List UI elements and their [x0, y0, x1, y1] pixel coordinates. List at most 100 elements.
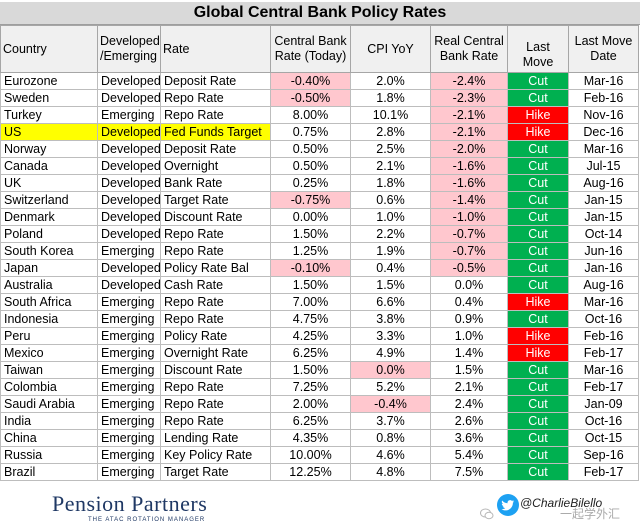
table-row: Switzerland Developed Target Rate -0.75% 0.6… — [0, 191, 639, 209]
cell-last-move-date: Feb-17 — [568, 463, 639, 481]
cell-cpi-yoy: 1.8% — [350, 174, 431, 192]
cell-rate-name: Repo Rate — [160, 293, 271, 311]
cell-last-move-date: Sep-16 — [568, 446, 639, 464]
cell-cpi-yoy: 1.0% — [350, 208, 431, 226]
cell-cpi-yoy: 0.6% — [350, 191, 431, 209]
cell-last-move: Cut — [507, 446, 569, 464]
cell-country: Taiwan — [0, 361, 98, 379]
cell-cpi-yoy: 4.9% — [350, 344, 431, 362]
cell-cpi-yoy: 1.5% — [350, 276, 431, 294]
cell-rate-name: Repo Rate — [160, 378, 271, 396]
header-cpi-yoy: CPI YoY — [350, 25, 431, 73]
cell-developed-emerging: Developed — [97, 140, 161, 158]
table-row: Turkey Emerging Repo Rate 8.00% 10.1% -2.1% Hi… — [0, 106, 639, 124]
cell-country: Sweden — [0, 89, 98, 107]
cell-central-bank-rate: 1.50% — [270, 361, 351, 379]
footer: Pension Partners THE ATAC ROTATION MANAG… — [0, 488, 640, 525]
table-row: South Korea Emerging Repo Rate 1.25% 1.9% -0.… — [0, 242, 639, 260]
cell-real-rate: -0.7% — [430, 225, 508, 243]
cell-central-bank-rate: 0.00% — [270, 208, 351, 226]
cell-rate-name: Discount Rate — [160, 208, 271, 226]
cell-last-move: Cut — [507, 174, 569, 192]
cell-last-move: Hike — [507, 123, 569, 141]
cell-real-rate: -1.0% — [430, 208, 508, 226]
cell-central-bank-rate: 8.00% — [270, 106, 351, 124]
cell-real-rate: -1.6% — [430, 174, 508, 192]
cell-cpi-yoy: 1.8% — [350, 89, 431, 107]
cell-central-bank-rate: 6.25% — [270, 344, 351, 362]
cell-cpi-yoy: 0.4% — [350, 259, 431, 277]
cell-real-rate: 1.4% — [430, 344, 508, 362]
cell-central-bank-rate: 4.25% — [270, 327, 351, 345]
cell-central-bank-rate: 7.00% — [270, 293, 351, 311]
cell-last-move-date: Jan-15 — [568, 208, 639, 226]
cell-last-move-date: Jan-15 — [568, 191, 639, 209]
cell-last-move-date: Oct-16 — [568, 412, 639, 430]
cell-developed-emerging: Developed — [97, 208, 161, 226]
watermark-text: 一起学外汇 — [560, 507, 621, 521]
cell-last-move: Cut — [507, 463, 569, 481]
cell-last-move-date: Aug-16 — [568, 174, 639, 192]
cell-real-rate: -2.1% — [430, 123, 508, 141]
table-row: Taiwan Emerging Discount Rate 1.50% 0.0% 1.5%… — [0, 361, 639, 379]
cell-central-bank-rate: 6.25% — [270, 412, 351, 430]
cell-real-rate: -2.0% — [430, 140, 508, 158]
policy-rates-table: Country Developed/Emerging Rate Central … — [0, 25, 639, 481]
cell-central-bank-rate: 2.00% — [270, 395, 351, 413]
table-row: Saudi Arabia Emerging Repo Rate 2.00% -0.4% 2… — [0, 395, 639, 413]
cell-central-bank-rate: 0.50% — [270, 157, 351, 175]
cell-country: Eurozone — [0, 72, 98, 90]
cell-country: Canada — [0, 157, 98, 175]
cell-developed-emerging: Emerging — [97, 463, 161, 481]
cell-rate-name: Deposit Rate — [160, 72, 271, 90]
cell-cpi-yoy: 2.0% — [350, 72, 431, 90]
cell-central-bank-rate: -0.10% — [270, 259, 351, 277]
cell-developed-emerging: Emerging — [97, 293, 161, 311]
cell-real-rate: 5.4% — [430, 446, 508, 464]
logo-name: Pension Partners — [52, 491, 208, 516]
cell-country: Indonesia — [0, 310, 98, 328]
cell-rate-name: Repo Rate — [160, 310, 271, 328]
cell-last-move: Hike — [507, 327, 569, 345]
header-row: Country Developed/Emerging Rate Central … — [0, 25, 639, 73]
cell-country: Australia — [0, 276, 98, 294]
cell-rate-name: Target Rate — [160, 191, 271, 209]
cell-central-bank-rate: 1.50% — [270, 225, 351, 243]
cell-central-bank-rate: 0.50% — [270, 140, 351, 158]
header-last-move: Last Move — [507, 25, 569, 73]
cell-developed-emerging: Emerging — [97, 412, 161, 430]
cell-rate-name: Repo Rate — [160, 89, 271, 107]
cell-country: Colombia — [0, 378, 98, 396]
cell-last-move-date: Dec-16 — [568, 123, 639, 141]
header-real-rate: Real Central Bank Rate — [430, 25, 508, 73]
cell-last-move: Cut — [507, 225, 569, 243]
cell-developed-emerging: Emerging — [97, 361, 161, 379]
cell-central-bank-rate: -0.40% — [270, 72, 351, 90]
cell-real-rate: 1.5% — [430, 361, 508, 379]
cell-real-rate: -2.1% — [430, 106, 508, 124]
cell-real-rate: 0.4% — [430, 293, 508, 311]
table-row: Norway Developed Deposit Rate 0.50% 2.5% -2.0… — [0, 140, 639, 158]
cell-rate-name: Policy Rate — [160, 327, 271, 345]
cell-developed-emerging: Developed — [97, 276, 161, 294]
cell-central-bank-rate: 12.25% — [270, 463, 351, 481]
cell-country: UK — [0, 174, 98, 192]
cell-last-move-date: Mar-16 — [568, 72, 639, 90]
cell-country: Norway — [0, 140, 98, 158]
table-row: UK Developed Bank Rate 0.25% 1.8% -1.6% Cut Aug… — [0, 174, 639, 192]
cell-cpi-yoy: 4.8% — [350, 463, 431, 481]
cell-central-bank-rate: 0.25% — [270, 174, 351, 192]
cell-cpi-yoy: 2.5% — [350, 140, 431, 158]
logo-tagline: THE ATAC ROTATION MANAGER — [88, 517, 206, 523]
cell-last-move-date: Jun-16 — [568, 242, 639, 260]
cell-central-bank-rate: -0.75% — [270, 191, 351, 209]
table-row: South Africa Emerging Repo Rate 7.00% 6.6% 0.… — [0, 293, 639, 311]
cell-last-move-date: Feb-17 — [568, 378, 639, 396]
cell-rate-name: Bank Rate — [160, 174, 271, 192]
cell-rate-name: Fed Funds Target — [160, 123, 271, 141]
cell-central-bank-rate: -0.50% — [270, 89, 351, 107]
cell-country: Saudi Arabia — [0, 395, 98, 413]
table-title: Global Central Bank Policy Rates — [0, 2, 640, 25]
cell-rate-name: Repo Rate — [160, 412, 271, 430]
cell-country: Turkey — [0, 106, 98, 124]
